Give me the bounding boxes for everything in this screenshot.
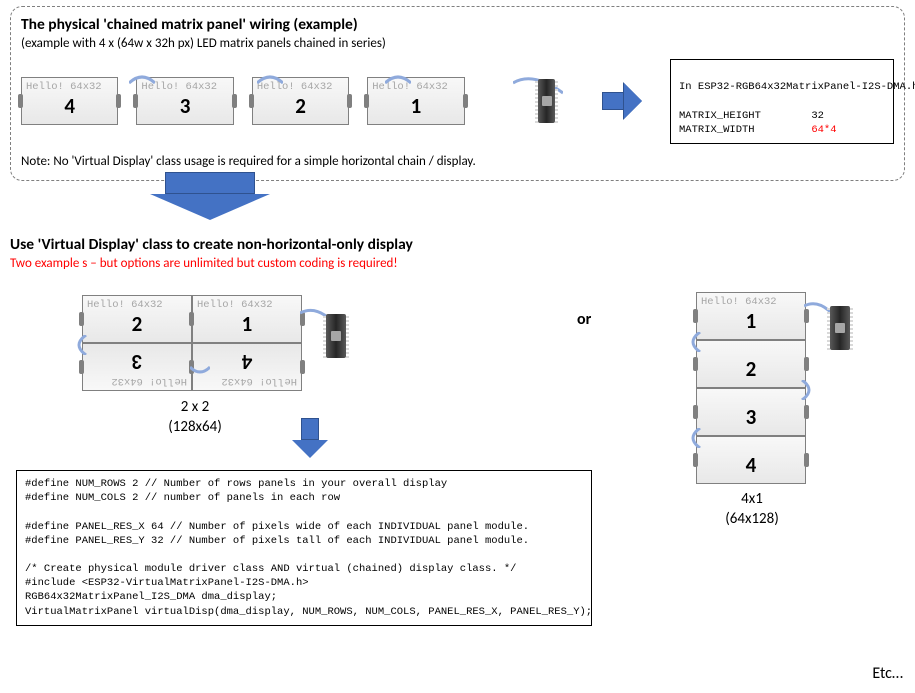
code-line: MATRIX_HEIGHT 32 xyxy=(679,110,824,122)
caption-2x2: 2 x 2 (128x64) xyxy=(135,398,255,437)
panel-number: 4 xyxy=(746,452,757,478)
panel-number: 3 xyxy=(180,93,191,119)
panel-number: 1 xyxy=(411,93,422,119)
panel-number: 2 xyxy=(295,93,306,119)
matrix-panel: Hello! 64x32 1 xyxy=(367,77,464,125)
matrix-panel: Hello! 64x32 1 xyxy=(192,295,302,343)
matrix-panel-flipped: Hello! 64x32 3 xyxy=(82,343,192,391)
wire-icon xyxy=(690,428,710,448)
panel-label: Hello! 64x32 xyxy=(221,375,297,387)
panel-connector-icon xyxy=(133,94,138,108)
panel-connector-icon xyxy=(693,357,698,371)
panel-number: 3 xyxy=(746,404,757,430)
wire-icon xyxy=(76,335,96,355)
panel-label: Hello! 64x32 xyxy=(111,375,187,387)
panel-connector-icon xyxy=(693,405,698,419)
panel-connector-icon xyxy=(79,312,84,326)
panel-label: Hello! 64x32 xyxy=(26,81,102,93)
panel-connector-icon xyxy=(79,360,84,374)
matrix-panel: 3 xyxy=(696,388,806,436)
config-codebox: In ESP32-RGB64x32MatrixPanel-I2S-DMA.h: … xyxy=(670,59,894,144)
section1-note: Note: No 'Virtual Display' class usage i… xyxy=(21,154,894,169)
microcontroller-icon xyxy=(326,314,346,358)
wire-icon xyxy=(129,75,155,91)
panel-connector-icon xyxy=(18,94,23,108)
section2-title: Use 'Virtual Display' class to create no… xyxy=(10,235,413,254)
microcontroller-icon xyxy=(830,306,850,350)
arrow-right-icon xyxy=(602,83,642,119)
grid-4x1: Hello! 64x32 1 2 3 4 xyxy=(696,292,806,484)
wire-icon xyxy=(190,359,210,375)
panel-connector-icon xyxy=(693,309,698,323)
panel-connector-icon xyxy=(300,360,305,374)
panel-number: 3 xyxy=(132,349,143,375)
panel-connector-icon xyxy=(116,94,121,108)
matrix-panel: Hello! 64x32 4 xyxy=(21,77,118,125)
panel-connector-icon xyxy=(693,453,698,467)
code-line: MATRIX_WIDTH 64*4 xyxy=(679,124,837,136)
panel-connector-icon xyxy=(364,94,369,108)
panel-connector-icon xyxy=(804,357,809,371)
panel-connector-icon xyxy=(347,94,352,108)
physical-wiring-box: The physical 'chained matrix panel' wiri… xyxy=(10,6,905,181)
panel-number: 1 xyxy=(746,308,757,334)
panel-label: Hello! 64x32 xyxy=(197,299,273,311)
panel-connector-icon xyxy=(189,312,194,326)
wire-icon xyxy=(792,380,812,400)
panel-connector-icon xyxy=(249,94,254,108)
etc-label: Etc… xyxy=(872,664,903,683)
panel-connector-icon xyxy=(804,405,809,419)
section1-subtitle: (example with 4 x (64w x 32h px) LED mat… xyxy=(21,36,894,51)
wire-icon xyxy=(385,75,411,91)
wire-icon xyxy=(690,332,710,352)
panel-connector-icon xyxy=(463,94,468,108)
wire-icon xyxy=(257,75,283,91)
or-label: or xyxy=(577,310,591,329)
code-line: In ESP32-RGB64x32MatrixPanel-I2S-DMA.h: xyxy=(679,81,915,93)
matrix-panel: Hello! 64x32 2 xyxy=(82,295,192,343)
arrow-down-icon xyxy=(292,418,328,458)
panel-connector-icon xyxy=(232,94,237,108)
arrow-down-icon xyxy=(150,172,270,222)
panel-connector-icon xyxy=(804,453,809,467)
example-code-box: #define NUM_ROWS 2 // Number of rows pan… xyxy=(16,470,592,626)
panel-number: 4 xyxy=(64,93,75,119)
panel-number: 2 xyxy=(132,311,143,337)
matrix-panel: 4 xyxy=(696,436,806,484)
microcontroller-icon xyxy=(538,79,556,123)
section1-title: The physical 'chained matrix panel' wiri… xyxy=(21,15,894,34)
panel-label: Hello! 64x32 xyxy=(701,296,777,308)
panel-number: 1 xyxy=(242,311,253,337)
matrix-panel: 2 xyxy=(696,340,806,388)
panel-label: Hello! 64x32 xyxy=(87,299,163,311)
caption-4x1: 4x1 (64x128) xyxy=(692,490,812,529)
panel-chain-row: Hello! 64x32 4 Hello! 64x32 3 Hello! 64x… xyxy=(21,59,894,144)
grid-2x2: Hello! 64x32 2 Hello! 64x32 1 Hello! 64x… xyxy=(82,295,302,391)
matrix-panel: Hello! 64x32 1 xyxy=(696,292,806,340)
panel-number: 2 xyxy=(746,356,757,382)
panel-number: 4 xyxy=(242,349,253,375)
section2-subtitle: Two example s – but options are unlimite… xyxy=(10,256,398,271)
